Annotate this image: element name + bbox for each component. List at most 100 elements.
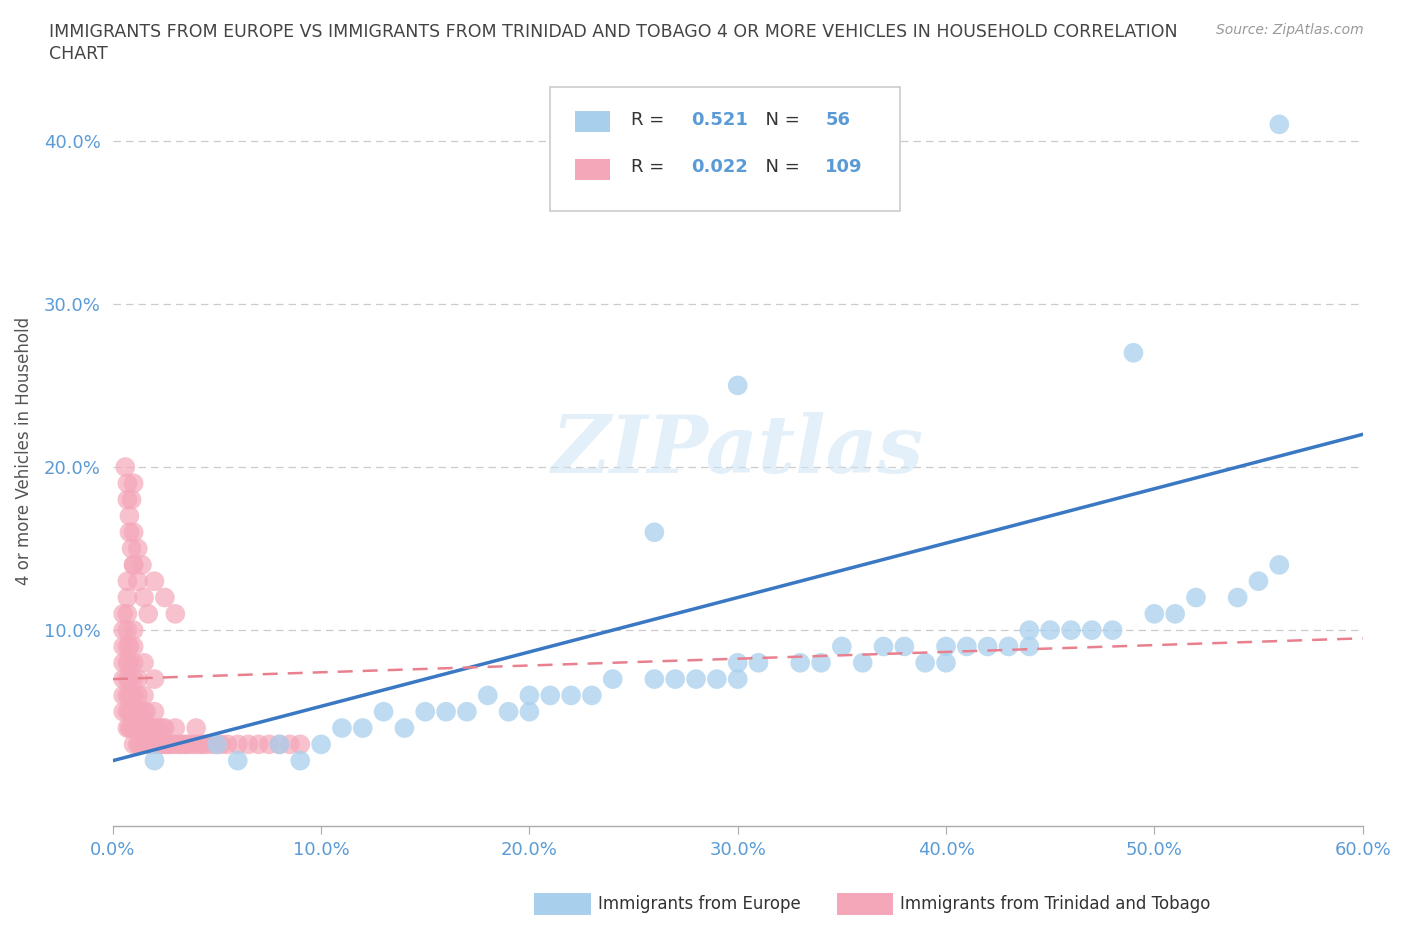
Point	[122, 557, 145, 572]
Point	[170, 737, 193, 751]
Point	[149, 737, 172, 751]
Point	[177, 737, 200, 751]
Point	[135, 737, 157, 751]
Point	[706, 671, 728, 686]
Point	[139, 721, 162, 736]
Point	[122, 639, 145, 654]
Point	[1226, 590, 1249, 604]
Point	[121, 688, 143, 703]
Point	[278, 737, 301, 751]
Point	[112, 671, 135, 686]
Point	[1081, 623, 1104, 638]
Point	[132, 656, 155, 671]
Point	[269, 737, 291, 751]
Point	[135, 721, 157, 736]
Point	[112, 688, 135, 703]
Text: 0.521: 0.521	[692, 111, 748, 128]
Point	[1185, 590, 1208, 604]
Point	[122, 721, 145, 736]
Point	[1039, 623, 1062, 638]
Point	[238, 737, 260, 751]
Point	[118, 639, 141, 654]
Text: 109: 109	[825, 158, 863, 176]
Text: N =: N =	[754, 111, 806, 128]
Point	[132, 688, 155, 703]
Point	[226, 753, 249, 768]
Point	[136, 737, 159, 751]
Point	[205, 737, 228, 751]
Point	[181, 737, 204, 751]
Point	[152, 721, 174, 736]
Point	[122, 688, 145, 703]
Point	[112, 639, 135, 654]
Point	[893, 639, 915, 654]
Point	[117, 476, 139, 491]
Text: 0.022: 0.022	[692, 158, 748, 176]
Text: CHART: CHART	[49, 45, 108, 62]
Point	[165, 721, 187, 736]
Point	[330, 721, 353, 736]
Point	[1268, 557, 1291, 572]
Point	[118, 509, 141, 524]
Point	[519, 688, 541, 703]
Point	[112, 656, 135, 671]
Point	[685, 671, 707, 686]
Point	[118, 525, 141, 539]
Point	[122, 671, 145, 686]
Point	[226, 737, 249, 751]
Point	[1247, 574, 1270, 589]
Point	[153, 721, 176, 736]
Point	[136, 606, 159, 621]
Text: R =: R =	[631, 111, 671, 128]
Point	[128, 737, 150, 751]
Point	[122, 557, 145, 572]
Point	[1101, 623, 1123, 638]
Point	[160, 737, 183, 751]
Point	[117, 639, 139, 654]
Point	[169, 737, 191, 751]
Point	[122, 704, 145, 719]
Point	[132, 590, 155, 604]
FancyBboxPatch shape	[575, 112, 610, 132]
Point	[114, 459, 136, 474]
Point	[789, 656, 811, 671]
Point	[131, 557, 153, 572]
Point	[290, 737, 312, 751]
Point	[997, 639, 1019, 654]
Point	[914, 656, 936, 671]
Point	[118, 721, 141, 736]
Text: IMMIGRANTS FROM EUROPE VS IMMIGRANTS FROM TRINIDAD AND TOBAGO 4 OR MORE VEHICLES: IMMIGRANTS FROM EUROPE VS IMMIGRANTS FRO…	[49, 23, 1178, 41]
Point	[602, 671, 624, 686]
Point	[456, 704, 478, 719]
Point	[127, 737, 149, 751]
Point	[209, 737, 232, 751]
Point	[257, 737, 280, 751]
Point	[143, 721, 166, 736]
Point	[935, 656, 957, 671]
Point	[143, 704, 166, 719]
Point	[165, 606, 187, 621]
Point	[153, 590, 176, 604]
Y-axis label: 4 or more Vehicles in Household: 4 or more Vehicles in Household	[15, 316, 32, 585]
Point	[143, 671, 166, 686]
Point	[128, 721, 150, 736]
Point	[643, 525, 665, 539]
Point	[156, 737, 179, 751]
Point	[1268, 117, 1291, 132]
Point	[434, 704, 457, 719]
Point	[1122, 345, 1144, 360]
Point	[184, 737, 207, 751]
Point	[148, 737, 170, 751]
Point	[121, 704, 143, 719]
Point	[127, 688, 149, 703]
Point	[121, 541, 143, 556]
Point	[1143, 606, 1166, 621]
Point	[122, 476, 145, 491]
Point	[132, 737, 155, 751]
Text: R =: R =	[631, 158, 671, 176]
Point	[139, 737, 162, 751]
Point	[1060, 623, 1083, 638]
Point	[538, 688, 561, 703]
Point	[118, 688, 141, 703]
Point	[132, 721, 155, 736]
